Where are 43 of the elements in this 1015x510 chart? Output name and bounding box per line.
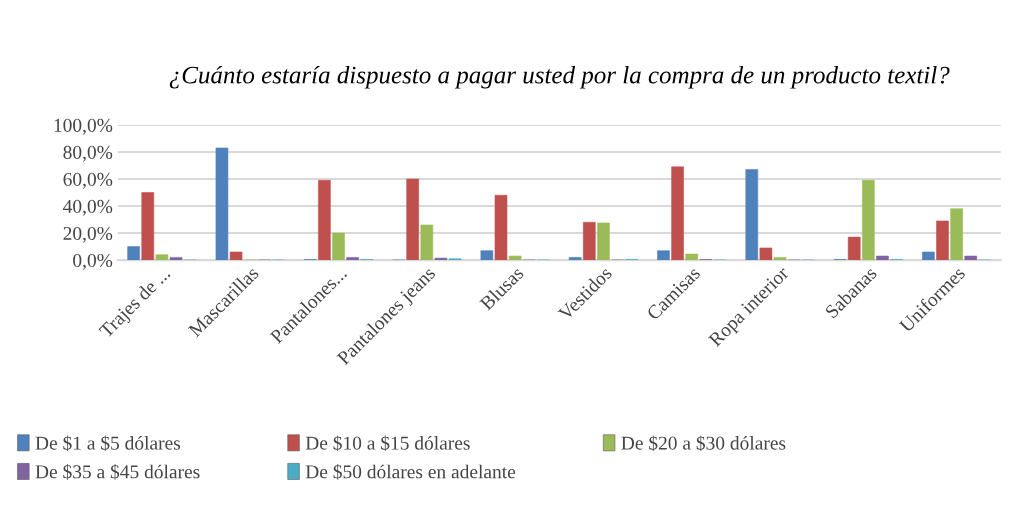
y-tick-label: 20,0% — [63, 226, 113, 243]
y-tick-label: 80,0% — [63, 145, 113, 162]
bar — [657, 250, 670, 261]
bar — [876, 255, 889, 261]
bar — [568, 257, 582, 261]
bar — [127, 246, 140, 261]
legend-label: De $50 dólares en adelante — [305, 464, 516, 480]
y-tick-label: 0,0% — [73, 253, 113, 270]
bar — [229, 251, 243, 261]
bar — [332, 232, 345, 261]
bar — [169, 257, 183, 261]
bar — [406, 178, 419, 261]
bar — [480, 250, 494, 261]
bar — [508, 255, 522, 261]
bar — [964, 255, 978, 261]
bar — [950, 208, 963, 261]
y-tick-label: 40,0% — [63, 199, 113, 216]
bar — [141, 192, 155, 261]
bar — [936, 220, 949, 261]
y-tick-label: 60,0% — [63, 172, 113, 189]
bar — [759, 247, 773, 261]
bar — [215, 147, 229, 261]
bar — [346, 257, 359, 261]
bar — [318, 180, 331, 261]
legend-label: De $1 a $5 dólares — [35, 435, 181, 451]
legend-label: De $20 a $30 dólares — [621, 435, 786, 451]
bar — [434, 257, 448, 261]
bar — [597, 222, 610, 261]
legend-label: De $35 a $45 dólares — [35, 464, 200, 480]
bar — [420, 224, 434, 261]
bar — [671, 166, 684, 261]
bar — [583, 221, 596, 261]
bar — [773, 257, 787, 261]
legend-label: De $10 a $15 dólares — [305, 435, 470, 451]
y-tick-label: 100,0% — [54, 118, 113, 135]
bar — [155, 254, 169, 261]
bar — [685, 253, 699, 261]
bar — [847, 236, 861, 261]
bar — [745, 169, 759, 261]
bar — [922, 251, 935, 261]
bar — [862, 180, 875, 261]
bar — [494, 194, 508, 261]
chart-title: ¿Cuánto estaría dispuesto a pagar usted por la compra de un producto textil? — [169, 65, 950, 89]
